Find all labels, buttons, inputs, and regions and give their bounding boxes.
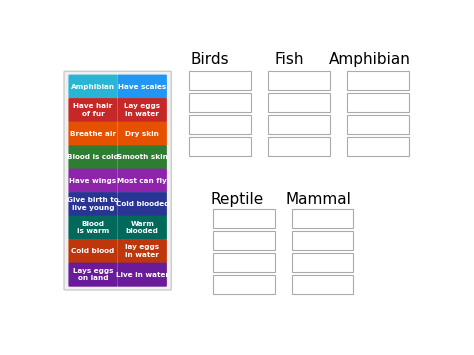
- Text: Fish: Fish: [274, 52, 303, 67]
- FancyBboxPatch shape: [213, 231, 274, 250]
- Text: lay eggs
in water: lay eggs in water: [125, 244, 159, 258]
- Text: Live in water: Live in water: [116, 272, 169, 278]
- FancyBboxPatch shape: [268, 93, 329, 112]
- Text: Lay eggs
in water: Lay eggs in water: [124, 103, 160, 117]
- FancyBboxPatch shape: [213, 253, 274, 272]
- FancyBboxPatch shape: [68, 263, 118, 287]
- FancyBboxPatch shape: [68, 215, 118, 240]
- FancyBboxPatch shape: [292, 253, 354, 272]
- Text: Amphibian: Amphibian: [71, 84, 115, 89]
- FancyBboxPatch shape: [268, 115, 329, 134]
- FancyBboxPatch shape: [68, 98, 118, 122]
- Text: Amphibian: Amphibian: [329, 52, 410, 67]
- Text: Have scales: Have scales: [118, 84, 166, 89]
- Text: Blood
is warm: Blood is warm: [77, 221, 109, 234]
- FancyBboxPatch shape: [189, 71, 251, 90]
- Text: Have hair
of fur: Have hair of fur: [73, 103, 113, 117]
- Text: Lays eggs
on land: Lays eggs on land: [73, 268, 113, 282]
- FancyBboxPatch shape: [347, 115, 409, 134]
- FancyBboxPatch shape: [347, 71, 409, 90]
- FancyBboxPatch shape: [118, 215, 167, 240]
- FancyBboxPatch shape: [189, 115, 251, 134]
- Text: Breathe air: Breathe air: [70, 131, 116, 137]
- FancyBboxPatch shape: [68, 145, 118, 169]
- FancyBboxPatch shape: [292, 209, 354, 228]
- Text: Cold blooded: Cold blooded: [116, 201, 169, 207]
- FancyBboxPatch shape: [68, 122, 118, 146]
- FancyBboxPatch shape: [292, 275, 354, 294]
- FancyBboxPatch shape: [213, 275, 274, 294]
- FancyBboxPatch shape: [68, 169, 118, 193]
- FancyBboxPatch shape: [118, 75, 167, 99]
- Text: Most can fly: Most can fly: [118, 178, 167, 184]
- Text: Warm
blooded: Warm blooded: [126, 221, 159, 234]
- FancyBboxPatch shape: [213, 209, 274, 228]
- FancyBboxPatch shape: [68, 192, 118, 216]
- FancyBboxPatch shape: [68, 239, 118, 263]
- FancyBboxPatch shape: [292, 231, 354, 250]
- FancyBboxPatch shape: [118, 145, 167, 169]
- FancyBboxPatch shape: [118, 122, 167, 146]
- FancyBboxPatch shape: [68, 75, 118, 99]
- FancyBboxPatch shape: [189, 93, 251, 112]
- FancyBboxPatch shape: [118, 98, 167, 122]
- Text: Give birth to
live young: Give birth to live young: [67, 197, 119, 211]
- FancyBboxPatch shape: [347, 93, 409, 112]
- FancyBboxPatch shape: [118, 192, 167, 216]
- Text: Dry skin: Dry skin: [125, 131, 159, 137]
- FancyBboxPatch shape: [64, 71, 171, 290]
- FancyBboxPatch shape: [268, 71, 329, 90]
- FancyBboxPatch shape: [347, 137, 409, 156]
- FancyBboxPatch shape: [118, 169, 167, 193]
- Text: Birds: Birds: [191, 52, 229, 67]
- Text: Reptile: Reptile: [211, 192, 264, 207]
- Text: Have wings: Have wings: [70, 178, 117, 184]
- FancyBboxPatch shape: [118, 239, 167, 263]
- Text: Blood is cold: Blood is cold: [67, 154, 119, 160]
- FancyBboxPatch shape: [189, 137, 251, 156]
- Text: Cold blood: Cold blood: [72, 248, 115, 254]
- Text: Mammal: Mammal: [285, 192, 351, 207]
- FancyBboxPatch shape: [118, 263, 167, 287]
- Text: Smooth skin: Smooth skin: [117, 154, 168, 160]
- FancyBboxPatch shape: [268, 137, 329, 156]
